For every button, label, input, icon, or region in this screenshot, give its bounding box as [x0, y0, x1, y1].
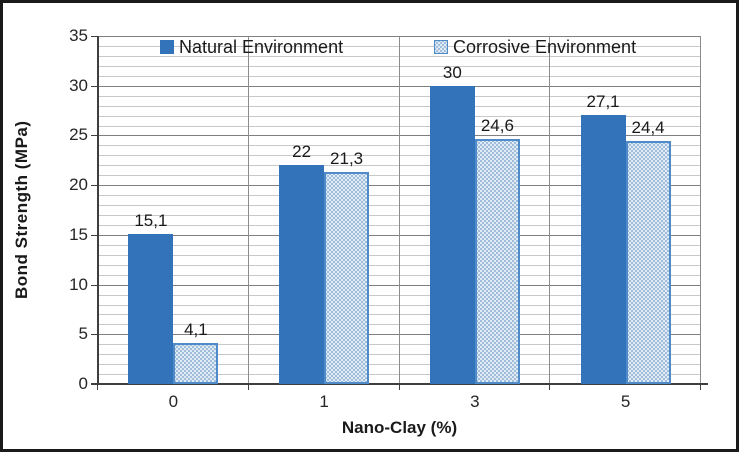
x-axis-tick: [247, 384, 249, 390]
minor-gridline: [98, 264, 701, 266]
bar-corrosive-environment-3: [474, 139, 520, 384]
minor-gridline: [98, 244, 701, 246]
bar-natural-environment-0: [128, 233, 174, 384]
bar-value-label: 4,1: [184, 320, 208, 340]
legend-swatch-solid: [160, 40, 174, 54]
minor-gridline: [98, 364, 701, 366]
minor-gridline: [98, 304, 701, 306]
minor-gridline: [98, 115, 701, 117]
bar-corrosive-environment-0: [173, 343, 219, 384]
minor-gridline: [98, 45, 701, 47]
y-axis-line: [97, 36, 99, 384]
y-axis-tick: [91, 334, 98, 336]
minor-gridline: [98, 205, 701, 206]
minor-gridline: [98, 145, 701, 147]
minor-gridline: [98, 125, 701, 127]
legend-label: Corrosive Environment: [453, 36, 637, 57]
legend-swatch-dotted: [434, 40, 448, 54]
y-axis-tick: [91, 36, 98, 37]
minor-gridline: [98, 165, 701, 167]
y-tick-label: 35: [69, 26, 88, 45]
major-gridline: [98, 234, 701, 236]
bar-natural-environment-1: [279, 165, 325, 384]
y-tick-label: 15: [69, 224, 88, 244]
minor-gridline: [98, 324, 701, 326]
minor-gridline: [98, 274, 701, 276]
bar-value-label: 30: [442, 62, 462, 82]
x-axis-tick: [398, 384, 400, 390]
y-axis-title: Bond Strength (MPa): [12, 120, 31, 300]
minor-gridline: [98, 374, 701, 376]
x-tick-label: 5: [620, 392, 631, 411]
minor-gridline: [98, 215, 701, 216]
x-axis-line: [91, 383, 708, 385]
minor-gridline: [98, 155, 701, 157]
major-gridline: [98, 185, 701, 187]
y-tick-label: 20: [69, 175, 88, 195]
minor-gridline: [98, 294, 701, 296]
y-tick-label: 5: [78, 324, 88, 344]
legend-entry-natural-environment: Natural Environment: [160, 37, 343, 57]
minor-gridline: [98, 175, 701, 177]
y-axis-tick: [91, 185, 98, 187]
bar-value-label: 24,6: [480, 116, 514, 136]
vertical-gridline: [700, 36, 701, 384]
minor-gridline: [98, 75, 701, 77]
legend-entry-corrosive-environment: Corrosive Environment: [434, 37, 636, 57]
major-gridline: [98, 135, 701, 137]
major-gridline: [98, 284, 701, 286]
y-axis-tick: [91, 384, 98, 385]
major-gridline: [98, 36, 701, 37]
major-gridline: [98, 334, 701, 336]
bar-value-label: 24,4: [631, 118, 665, 138]
x-tick-label: 1: [319, 392, 329, 411]
x-tick-label: 0: [168, 392, 179, 411]
y-axis-tick: [91, 234, 98, 236]
bar-value-label: 15,1: [134, 210, 168, 230]
minor-gridline: [98, 95, 701, 97]
minor-gridline: [98, 354, 701, 356]
y-tick-label: 0: [78, 374, 88, 393]
x-axis-tick: [97, 384, 98, 390]
bar-corrosive-environment-1: [324, 172, 370, 384]
minor-gridline: [98, 314, 701, 316]
vertical-gridline: [398, 36, 400, 384]
minor-gridline: [98, 65, 701, 67]
y-tick-label: 10: [69, 274, 88, 294]
bar-value-label: 22: [292, 142, 312, 162]
minor-gridline: [98, 344, 701, 346]
y-tick-label: 25: [69, 125, 88, 145]
y-axis-tick: [91, 85, 98, 87]
y-tick-label: 30: [69, 75, 88, 95]
y-axis-tick: [91, 284, 98, 286]
plot-area: 15,1 4,1 22 21,3 30 24,6 27,1 24,4: [91, 36, 708, 390]
legend-label: Natural Environment: [179, 36, 344, 57]
bar-corrosive-environment-5: [625, 141, 671, 384]
vertical-gridline: [247, 36, 249, 384]
minor-gridline: [98, 195, 701, 197]
major-gridline: [98, 85, 701, 87]
bar-natural-environment-5: [580, 114, 626, 384]
minor-gridline: [98, 105, 701, 107]
x-tick-label: 3: [470, 392, 480, 411]
bar-natural-environment-3: [429, 85, 475, 384]
y-axis-tick: [91, 135, 98, 137]
minor-gridline: [98, 55, 701, 57]
minor-gridline: [98, 254, 701, 256]
bar-value-label: 27,1: [586, 91, 620, 111]
minor-gridline: [98, 224, 701, 226]
x-axis-title: Nano-Clay (%): [341, 418, 458, 437]
x-axis-tick: [549, 384, 551, 390]
vertical-gridline: [549, 36, 551, 384]
bar-value-label: 21,3: [330, 149, 364, 169]
x-axis-tick: [700, 384, 701, 390]
